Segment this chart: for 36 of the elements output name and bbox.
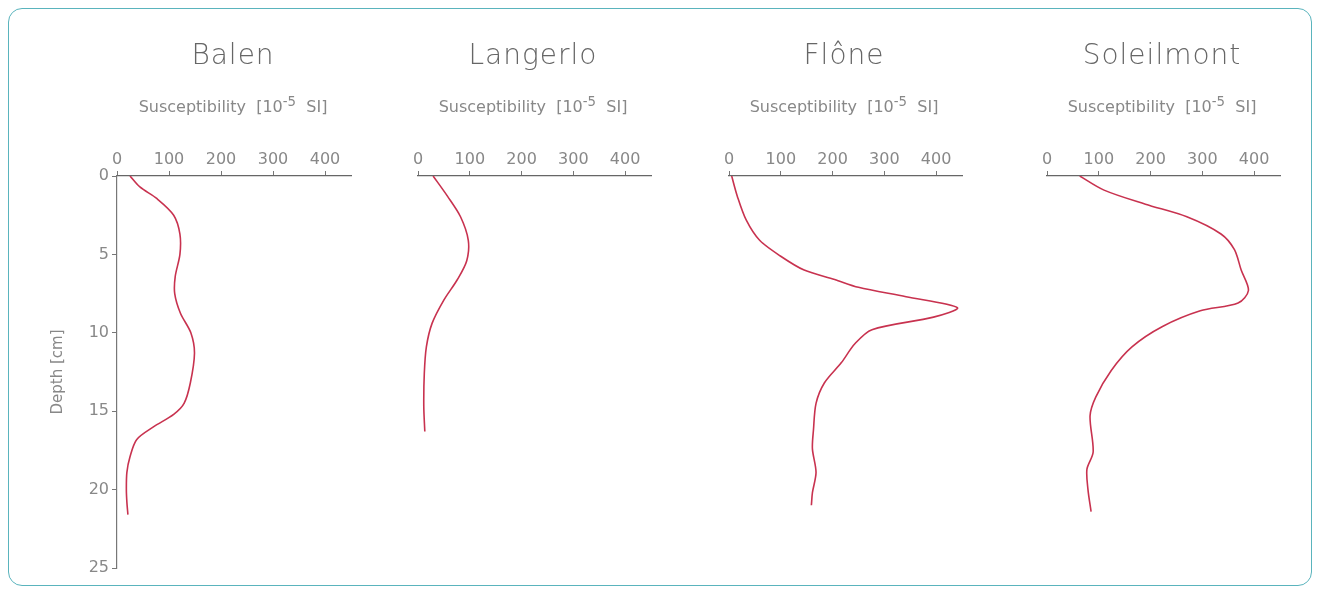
y-tick-label: 0 xyxy=(98,165,109,185)
chart-title: Flône xyxy=(802,38,886,71)
chart-title: Langerlo xyxy=(467,38,599,71)
x-tick-label: 0 xyxy=(1042,148,1053,168)
y-tick-label: 15 xyxy=(88,400,109,420)
x-tick-label: 100 xyxy=(765,148,797,168)
x-tick-label: 0 xyxy=(111,148,123,168)
x-tick-label: 200 xyxy=(205,148,237,168)
x-tick-label: 200 xyxy=(506,148,537,168)
chart-title: Balen xyxy=(190,38,276,71)
y-tick-label: 5 xyxy=(98,243,109,263)
x-tick-label: 400 xyxy=(920,148,952,168)
x-tick-label: 400 xyxy=(609,148,641,168)
y-axis-title: Depth [cm] xyxy=(47,329,66,415)
x-tick-label: 300 xyxy=(257,148,289,168)
line-series xyxy=(125,176,196,516)
x-tick-label: 400 xyxy=(309,148,341,168)
x-axis-title: Susceptibility [10$^{-5}$ SI] xyxy=(437,94,629,117)
x-tick-label: 0 xyxy=(413,148,424,168)
y-tick-label: 20 xyxy=(88,478,109,498)
x-tick-label: 200 xyxy=(817,148,848,168)
x-tick-label: 300 xyxy=(1187,148,1218,168)
x-tick-label: 0 xyxy=(724,148,735,168)
x-tick-label: 400 xyxy=(1238,148,1270,168)
x-axis-title: Susceptibility [10$^{-5}$ SI] xyxy=(1066,94,1258,117)
x-axis-title: Susceptibility [10$^{-5}$ SI] xyxy=(137,94,329,117)
y-tick-label: 10 xyxy=(88,321,109,341)
y-tick-label: 25 xyxy=(88,557,109,577)
x-tick-label: 200 xyxy=(1135,148,1166,168)
x-tick-label: 100 xyxy=(1083,148,1115,168)
chart-title: Soleilmont xyxy=(1081,38,1243,71)
x-axis-title: Susceptibility [10$^{-5}$ SI] xyxy=(748,94,940,117)
x-tick-label: 100 xyxy=(454,148,486,168)
x-tick-label: 300 xyxy=(558,148,589,168)
x-tick-label: 300 xyxy=(869,148,900,168)
x-tick-label: 100 xyxy=(153,148,185,168)
